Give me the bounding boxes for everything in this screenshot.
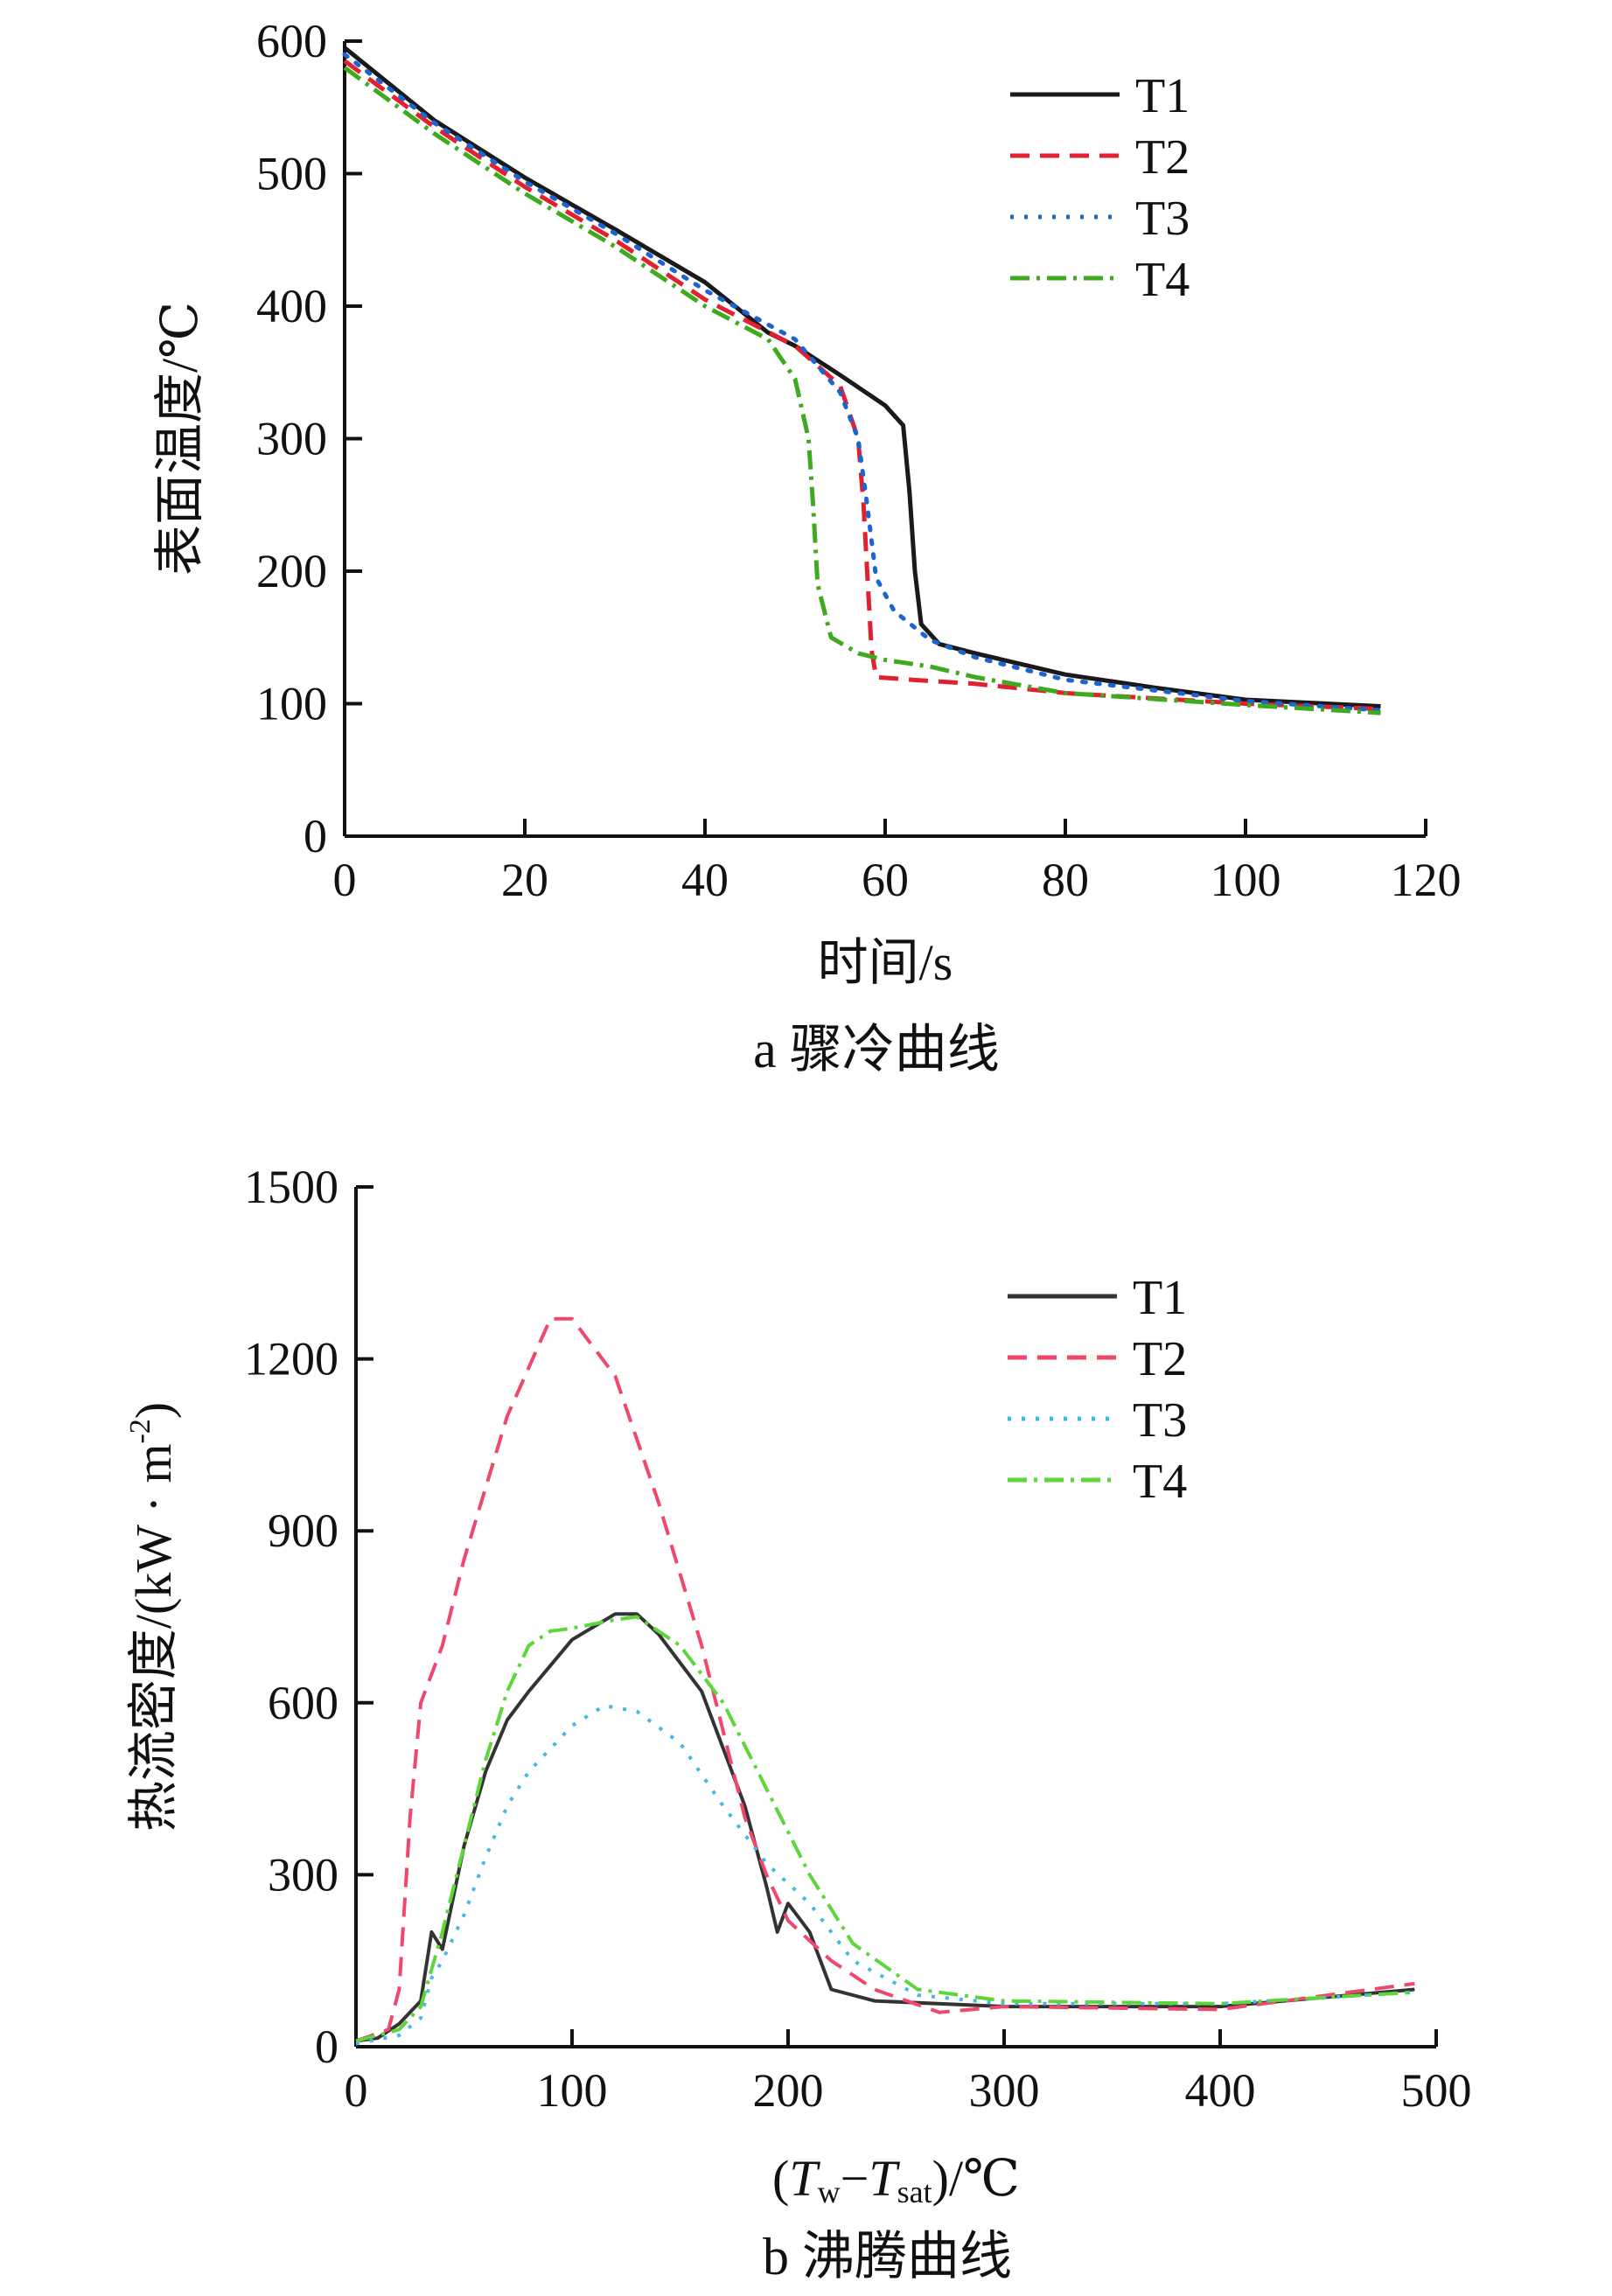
y-axis-label-sup: -2 — [124, 1419, 157, 1443]
y-axis-label-main: 热流密度/(kW · m — [125, 1444, 182, 1832]
x-tick-label: 0 — [333, 854, 357, 906]
y-tick-label: 100 — [256, 678, 327, 730]
series-line-t1 — [343, 45, 1381, 708]
legend-label-t2: T2 — [1133, 1332, 1187, 1386]
x-tick-label: 400 — [1185, 2064, 1256, 2117]
y-tick-label: 1500 — [244, 1161, 338, 1213]
y-axis-label-end: ) — [125, 1402, 182, 1419]
x-axis-label: (Tw−Tsat)/℃ — [772, 2150, 1020, 2209]
x-axis-label-part: w — [818, 2174, 841, 2209]
x-tick-label: 80 — [1042, 854, 1089, 906]
y-tick-label: 900 — [268, 1504, 338, 1557]
legend-label-t1: T1 — [1133, 1271, 1187, 1325]
x-tick-label: 500 — [1401, 2064, 1472, 2117]
x-tick-label: 100 — [537, 2064, 608, 2117]
chart-a: 0 20 40 60 80 100 120 0 100 200 300 400 500 600 T1 T2 T3… — [151, 15, 1462, 1078]
series-line-t2 — [343, 59, 1381, 712]
y-axis-label: 热流密度/(kW · m-2) — [124, 1402, 182, 1832]
y-tick-label: 600 — [268, 1677, 338, 1729]
legend-label-t1: T1 — [1135, 69, 1190, 123]
series-line-t1 — [355, 1612, 1415, 2043]
x-tick-label: 120 — [1391, 854, 1462, 906]
x-axis-label-part: T — [789, 2150, 820, 2207]
y-tick-label: 0 — [315, 2020, 338, 2073]
chart-caption: b 沸腾曲线 — [763, 2228, 1012, 2286]
x-axis-label-part: T — [869, 2150, 900, 2207]
y-tick-label: 200 — [256, 545, 327, 597]
series-line-t4 — [343, 66, 1381, 715]
x-axis-label: 时间/s — [818, 934, 953, 991]
y-tick-label: 500 — [256, 148, 327, 200]
legend-label-t3: T3 — [1133, 1393, 1187, 1448]
legend-label-t3: T3 — [1135, 192, 1190, 246]
legend-label-t2: T2 — [1135, 130, 1190, 185]
y-tick-label: 300 — [268, 1848, 338, 1901]
chart-caption: a 骤冷曲线 — [753, 1021, 1000, 1078]
chart-b: 0 100 200 300 400 500 0 300 600 900 1200 1500 T1 T2 T3… — [124, 1161, 1472, 2286]
y-tick-label: 600 — [256, 15, 327, 67]
series-line-t3 — [342, 52, 1383, 713]
series-line-t2 — [355, 1316, 1415, 2043]
x-axis-label-part: − — [841, 2150, 869, 2207]
y-tick-label: 1200 — [244, 1333, 338, 1385]
y-tick-label: 300 — [256, 413, 327, 465]
x-tick-label: 40 — [681, 854, 729, 906]
x-tick-label: 20 — [501, 854, 548, 906]
y-tick-label: 0 — [304, 810, 327, 862]
x-tick-label: 300 — [969, 2064, 1040, 2117]
x-tick-label: 60 — [862, 854, 909, 906]
x-tick-label: 200 — [753, 2064, 824, 2117]
y-tick-label: 400 — [256, 280, 327, 332]
y-axis-label: 表面温度/℃ — [151, 302, 208, 576]
legend-label-t4: T4 — [1133, 1455, 1187, 1509]
x-axis-label-part: )/℃ — [932, 2150, 1020, 2207]
x-tick-label: 100 — [1211, 854, 1281, 906]
x-tick-label: 0 — [345, 2064, 368, 2117]
series-line-t4 — [355, 1615, 1415, 2043]
legend-label-t4: T4 — [1135, 253, 1190, 307]
x-axis-label-part: ( — [772, 2150, 789, 2207]
x-axis-label-part: sat — [897, 2174, 932, 2209]
